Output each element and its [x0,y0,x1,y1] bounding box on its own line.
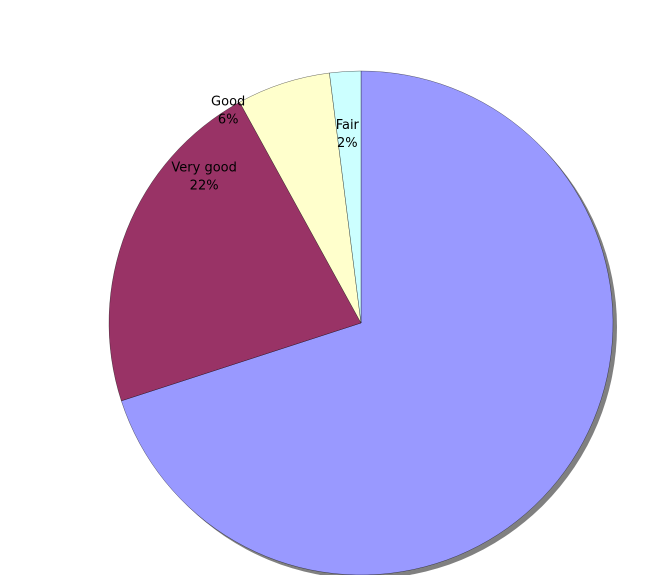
slice-value-label: 6% [218,113,239,128]
slice-label: Very good [171,160,236,175]
pie-slice [329,70,362,324]
pie-slice [121,70,614,575]
slice-value-label: 22% [190,178,219,193]
pie-slice [108,101,362,402]
slice-label: Fair [336,118,360,133]
slice-value-label: 2% [337,136,358,151]
slice-label: Good [211,95,245,110]
